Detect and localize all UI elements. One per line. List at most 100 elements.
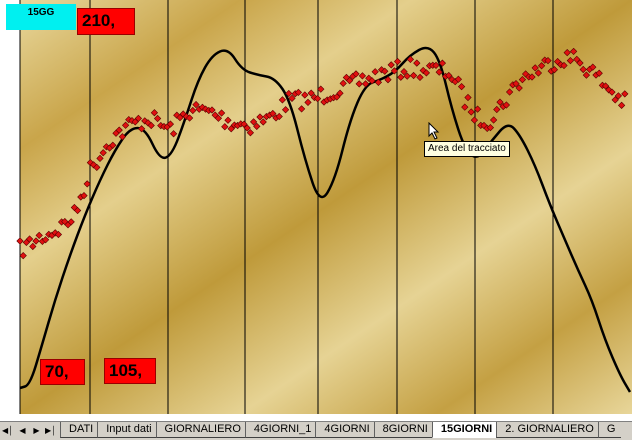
data-marker-103 (345, 76, 354, 85)
data-marker-117 (390, 67, 399, 75)
sheet-tab-4giorni[interactable]: 4GIORNI (315, 422, 376, 438)
data-marker-110 (368, 77, 376, 85)
data-marker-132 (438, 59, 447, 67)
data-marker-167 (550, 66, 559, 74)
data-marker-179 (589, 63, 597, 71)
data-marker-138 (457, 83, 466, 91)
data-marker-174 (573, 55, 581, 64)
data-marker-26 (99, 149, 107, 157)
next-sheet-icon[interactable]: ▶ (33, 426, 40, 435)
data-marker-187 (614, 92, 623, 100)
data-marker-177 (582, 71, 591, 79)
data-marker-130 (432, 61, 440, 69)
tooltip: Area del tracciato (424, 141, 510, 157)
chart-plot-area[interactable] (0, 0, 632, 421)
data-marker-189 (621, 90, 629, 98)
data-marker-89 (301, 91, 309, 99)
data-marker-47 (166, 120, 175, 128)
data-marker-49 (173, 111, 181, 119)
data-marker-137 (454, 75, 463, 83)
data-marker-112 (374, 78, 383, 86)
data-marker-105 (352, 70, 360, 78)
period-label: 15GG (6, 4, 76, 30)
data-marker-142 (470, 116, 479, 124)
data-marker-149 (493, 105, 501, 114)
data-marker-141 (467, 108, 475, 116)
data-marker-165 (544, 56, 552, 65)
data-marker-65 (224, 116, 232, 124)
data-markers (16, 47, 629, 260)
data-marker-186 (611, 96, 619, 104)
data-marker-55 (192, 100, 200, 109)
value-label-top: 210, (77, 8, 135, 35)
data-marker-163 (537, 62, 546, 70)
data-marker-115 (384, 76, 392, 84)
data-marker-114 (381, 67, 389, 75)
sheet-tab-8giorni[interactable]: 8GIORNI (373, 422, 434, 438)
sheet-tab-2-giornaliero[interactable]: 2. GIORNALIERO (496, 422, 600, 438)
data-marker-48 (169, 130, 178, 138)
data-marker-143 (473, 105, 482, 113)
data-marker-99 (333, 93, 341, 101)
prev-sheet-icon[interactable]: ◀ (19, 426, 26, 435)
data-marker-134 (445, 71, 453, 80)
data-marker-62 (214, 114, 223, 122)
data-marker-100 (336, 89, 344, 97)
last-sheet-icon[interactable]: ▶│ (45, 426, 57, 435)
data-marker-162 (534, 69, 543, 77)
data-marker-40 (144, 119, 152, 127)
sheet-tab-dati[interactable]: DATI (60, 422, 100, 438)
data-marker-24 (93, 163, 101, 172)
data-marker-170 (560, 61, 568, 70)
sheet-tab-giornaliero[interactable]: GIORNALIERO (155, 422, 247, 438)
data-marker-161 (531, 64, 539, 72)
data-marker-127 (422, 69, 431, 77)
plot-background (20, 0, 632, 414)
data-marker-4 (29, 242, 37, 251)
data-marker-108 (361, 80, 370, 88)
data-marker-94 (317, 85, 325, 93)
data-marker-111 (371, 68, 379, 76)
data-marker-54 (189, 106, 197, 115)
smooth-curve-line (19, 46, 632, 393)
first-sheet-icon[interactable]: ◀│ (2, 426, 14, 435)
data-marker-147 (486, 124, 495, 132)
data-marker-183 (601, 82, 610, 90)
data-marker-76 (259, 118, 267, 126)
sheet-tab-input-dati[interactable]: Input dati (97, 422, 158, 438)
data-marker-172 (566, 56, 575, 65)
data-marker-20 (80, 191, 88, 200)
data-marker-109 (365, 74, 373, 82)
data-marker-87 (294, 88, 303, 97)
data-marker-74 (253, 122, 261, 130)
data-marker-84 (285, 89, 293, 98)
data-marker-31 (115, 126, 123, 134)
sheet-tab-bar: ◀│ ◀ ▶ ▶│ DATI Input dati GIORNALIERO 4GIOR… (0, 421, 632, 440)
data-marker-93 (313, 95, 322, 103)
data-marker-131 (435, 68, 443, 76)
data-marker-176 (579, 65, 587, 74)
data-marker-73 (249, 118, 258, 126)
data-marker-185 (608, 88, 616, 96)
data-marker-42 (150, 109, 159, 117)
value-label-mid: 105, (104, 358, 156, 384)
data-marker-33 (121, 121, 130, 129)
data-marker-156 (515, 84, 523, 92)
sheet-tab-15giorni[interactable]: 15GIORNI (431, 422, 499, 438)
data-marker-32 (118, 133, 127, 141)
sheet-tab-4giorni-1[interactable]: 4GIORNI_1 (244, 422, 318, 438)
data-marker-118 (393, 57, 402, 66)
mouse-pointer-icon (428, 122, 440, 140)
data-marker-43 (153, 114, 162, 123)
data-marker-175 (576, 59, 584, 67)
data-marker-140 (464, 93, 472, 102)
sheet-tab-g[interactable]: G (597, 422, 622, 438)
data-marker-153 (505, 88, 514, 96)
data-marker-71 (243, 124, 251, 132)
data-marker-53 (185, 114, 194, 122)
data-marker-171 (563, 48, 571, 57)
value-label-left: 70, (40, 359, 85, 385)
data-marker-63 (217, 109, 226, 117)
data-marker-88 (297, 105, 306, 113)
data-marker-122 (406, 55, 415, 64)
